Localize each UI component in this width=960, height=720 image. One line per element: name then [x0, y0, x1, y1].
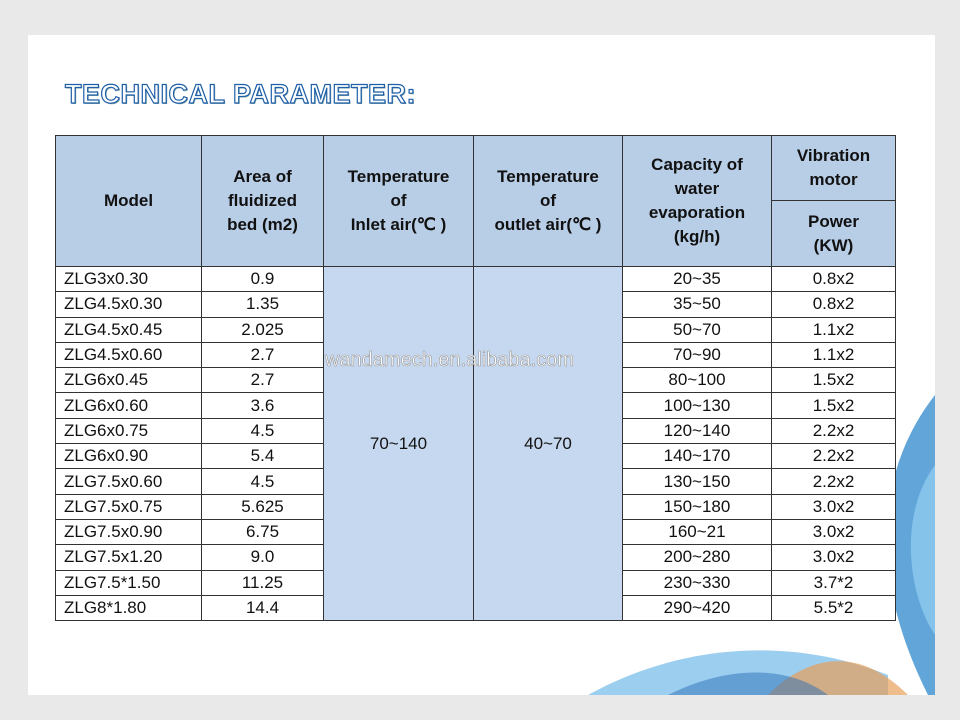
table-cell: ZLG7.5x0.90 [55, 518, 202, 546]
table-body: ZLG3x0.30 0.9 70~140 40~70 20~35 0.8x2 ZLG4.5x… [55, 265, 896, 622]
table-cell: 3.0x2 [771, 518, 896, 546]
slide: TECHNICAL PARAMETER: Model Area of fluid… [28, 35, 935, 695]
table-cell: 0.9 [201, 265, 324, 293]
table-cell: 2.2x2 [771, 468, 896, 495]
table-row: ZLG6x0.90 5.4 140~170 2.2x2 [55, 443, 896, 470]
table-cell: ZLG6x0.60 [55, 392, 202, 419]
table-cell: ZLG7.5x0.60 [55, 468, 202, 495]
table-cell: 14.4 [201, 594, 324, 622]
table-cell: 70~140 [323, 265, 474, 622]
table-cell: 200~280 [622, 544, 772, 571]
watermark: wandamech.en.alibaba.com [325, 349, 575, 372]
table-row: ZLG3x0.30 0.9 70~140 40~70 20~35 0.8x2 [55, 265, 896, 622]
parameter-table: Model Area of fluidized bed (m2) Tempera… [55, 135, 896, 622]
header-cell: Area of fluidized bed (m2) [201, 135, 324, 267]
table-cell: ZLG4.5x0.60 [55, 341, 202, 369]
header-cell: Model [55, 135, 202, 267]
table-cell: ZLG4.5x0.30 [55, 291, 202, 318]
table-cell: 1.1x2 [771, 341, 896, 369]
table-cell: 35~50 [622, 291, 772, 318]
table-cell: 70~90 [622, 341, 772, 369]
table-cell: 230~330 [622, 569, 772, 596]
table-cell: 2.2x2 [771, 443, 896, 470]
table-row: ZLG7.5x1.20 9.0 200~280 3.0x2 [55, 544, 896, 571]
title: TECHNICAL PARAMETER: [64, 78, 416, 109]
table-cell: 40~70 [473, 265, 623, 622]
table-row: ZLG6x0.60 3.6 100~130 1.5x2 [55, 392, 896, 419]
header-cell: Temperature of Inlet air(℃ ) [323, 135, 474, 267]
table-cell: 4.5 [201, 468, 324, 495]
table-cell: ZLG3x0.30 [55, 265, 202, 293]
table-cell: 0.8x2 [771, 291, 896, 318]
table-cell: ZLG8*1.80 [55, 594, 202, 622]
header-cell: Capacity of water evaporation (kg/h) [622, 135, 772, 267]
table-row: ZLG7.5x0.90 6.75 160~21 3.0x2 [55, 518, 896, 546]
table-cell: 1.35 [201, 291, 324, 318]
table-cell: 5.625 [201, 493, 324, 520]
table-cell: 80~100 [622, 367, 772, 394]
table-row: ZLG7.5x0.60 4.5 130~150 2.2x2 [55, 468, 896, 495]
table-cell: 3.7*2 [771, 569, 896, 596]
table-cell: 50~70 [622, 316, 772, 343]
table-cell: 290~420 [622, 594, 772, 622]
table-cell: 130~150 [622, 468, 772, 495]
table-cell: 11.25 [201, 569, 324, 596]
table-row: ZLG6x0.75 4.5 120~140 2.2x2 [55, 417, 896, 445]
table-row: ZLG7.5x0.75 5.625 150~180 3.0x2 [55, 493, 896, 520]
table-cell: 5.5*2 [771, 594, 896, 622]
table-cell: 9.0 [201, 544, 324, 571]
table-cell: 6.75 [201, 518, 324, 546]
table-cell: ZLG6x0.45 [55, 367, 202, 394]
table-cell: 2.025 [201, 316, 324, 343]
table-cell: 1.5x2 [771, 392, 896, 419]
table-cell: ZLG7.5*1.50 [55, 569, 202, 596]
table-cell: ZLG6x0.90 [55, 443, 202, 470]
table-cell: 20~35 [622, 265, 772, 293]
table-cell: 4.5 [201, 417, 324, 445]
table-cell: 1.1x2 [771, 316, 896, 343]
table-cell: 100~130 [622, 392, 772, 419]
table-cell: ZLG7.5x1.20 [55, 544, 202, 571]
table-cell: 2.7 [201, 341, 324, 369]
table-cell: 2.7 [201, 367, 324, 394]
table-row: ZLG8*1.80 14.4 290~420 5.5*2 [55, 594, 896, 622]
table-cell: 2.2x2 [771, 417, 896, 445]
table-cell: 0.8x2 [771, 265, 896, 293]
table-cell: 140~170 [622, 443, 772, 470]
table-cell: 160~21 [622, 518, 772, 546]
table-row: ZLG4.5x0.30 1.35 35~50 0.8x2 [55, 291, 896, 318]
header-cell: Temperature of outlet air(℃ ) [473, 135, 623, 267]
table-cell: 3.6 [201, 392, 324, 419]
table-cell: ZLG4.5x0.45 [55, 316, 202, 343]
table-cell: ZLG7.5x0.75 [55, 493, 202, 520]
header-cell: Power (KW) [771, 200, 896, 267]
table-cell: ZLG6x0.75 [55, 417, 202, 445]
decoration [588, 395, 935, 695]
table-cell: 120~140 [622, 417, 772, 445]
table-cell: 3.0x2 [771, 493, 896, 520]
table-cell: 3.0x2 [771, 544, 896, 571]
table-row: ZLG7.5*1.50 11.25 230~330 3.7*2 [55, 569, 896, 596]
table-cell: 150~180 [622, 493, 772, 520]
table-cell: 5.4 [201, 443, 324, 470]
table-cell: 1.5x2 [771, 367, 896, 394]
header-cell: Vibration motor [771, 135, 896, 201]
